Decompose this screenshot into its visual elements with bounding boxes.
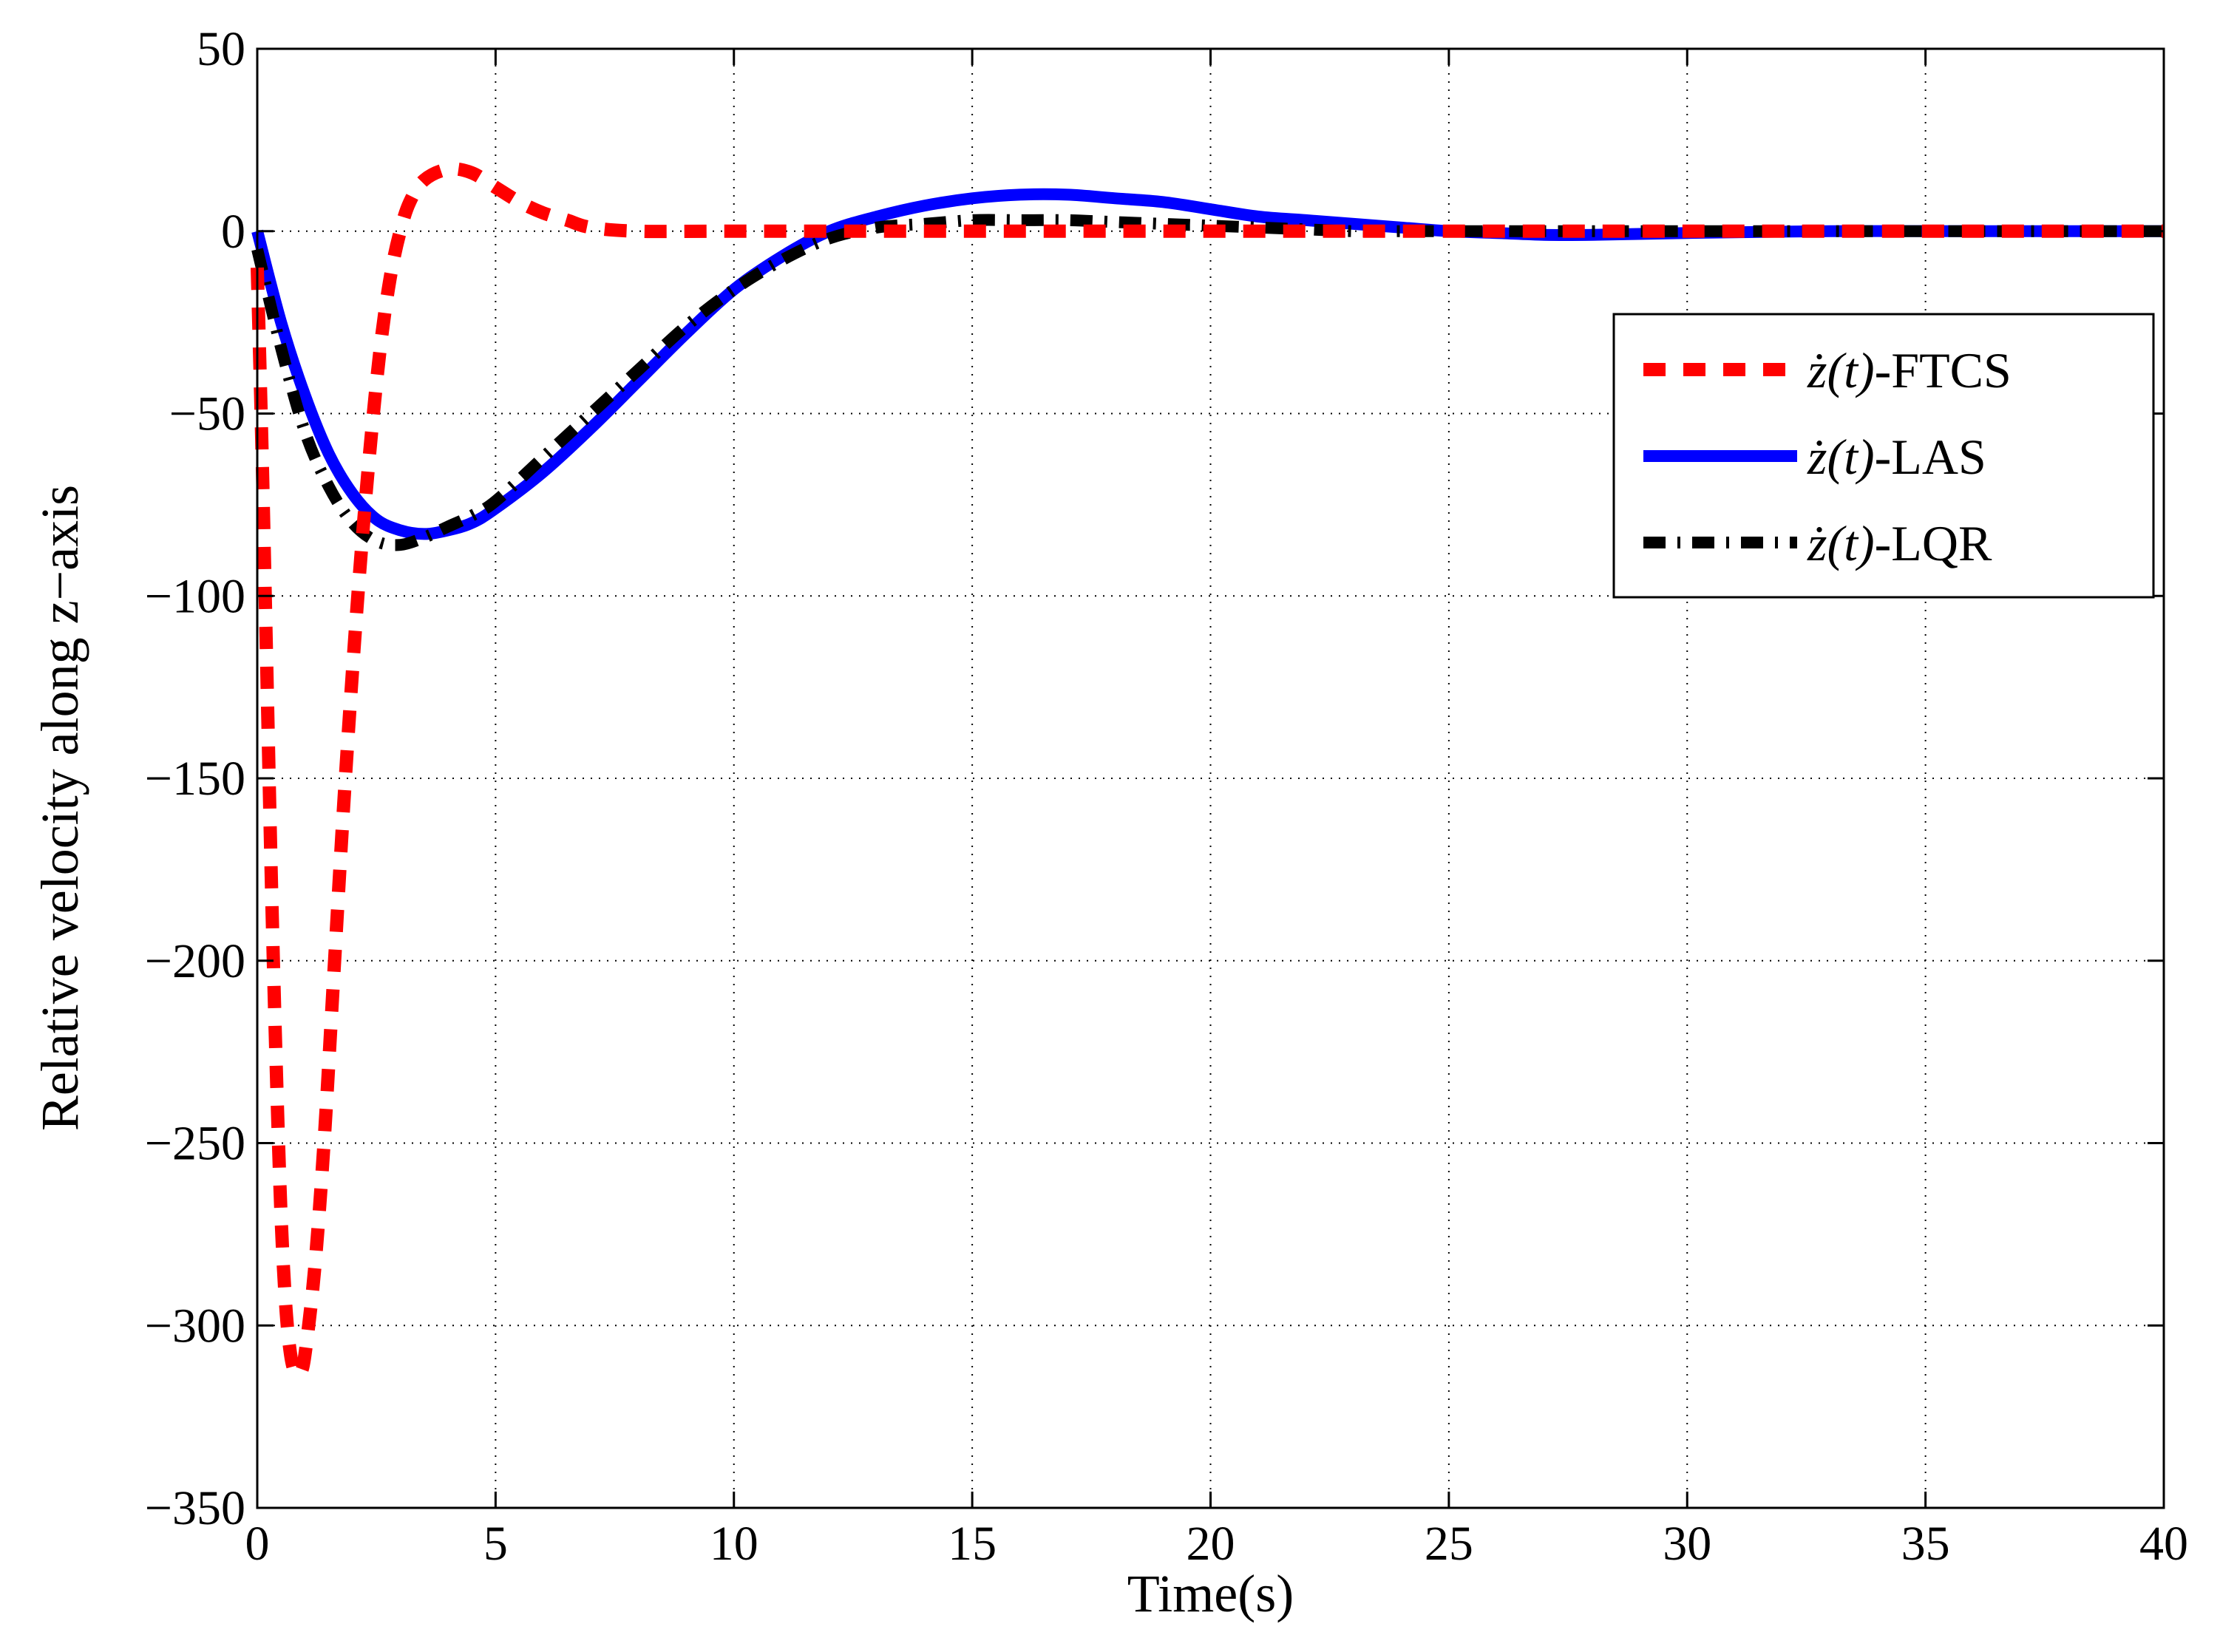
x-tick-label: 10 — [710, 1517, 758, 1571]
legend-item: ż(t)-FTCS — [1643, 342, 2012, 398]
y-tick-label: −50 — [169, 387, 245, 441]
x-tick-label: 0 — [245, 1517, 270, 1571]
y-tick-label: 0 — [221, 205, 245, 259]
y-tick-label: −200 — [145, 934, 245, 988]
x-axis-label: Time(s) — [1127, 1564, 1294, 1623]
y-tick-label: −150 — [145, 752, 245, 806]
legend-variable: ż(t) — [1807, 515, 1875, 571]
x-tick-label: 25 — [1425, 1517, 1473, 1571]
legend-method: -LQR — [1875, 515, 1992, 571]
x-tick-label: 40 — [2139, 1517, 2188, 1571]
x-tick-label: 20 — [1187, 1517, 1235, 1571]
series-line-ftcs — [251, 162, 2164, 1382]
axis-ticks — [256, 47, 2165, 1509]
legend-label: ż(t)-FTCS — [1807, 342, 2012, 398]
y-tick-label: 50 — [197, 22, 245, 76]
y-tick-label: −250 — [145, 1117, 245, 1171]
x-tick-label: 5 — [483, 1517, 508, 1571]
legend-label: ż(t)-LQR — [1807, 515, 1992, 571]
legend-item: ż(t)-LAS — [1643, 429, 1986, 485]
x-tick-label: 35 — [1901, 1517, 1950, 1571]
series-line-lqr — [251, 214, 2164, 551]
y-tick-label: −350 — [145, 1481, 245, 1535]
plot-series — [251, 162, 2164, 1382]
y-axis-label: Relative velocity along z−axis — [30, 485, 89, 1131]
x-tick-label: 15 — [948, 1517, 997, 1571]
legend-method: -FTCS — [1875, 342, 2012, 398]
legend-method: -LAS — [1875, 429, 1986, 485]
tick-labels: 0 5 10 15 20 25 30 35 40 50 0 −50 −100 −150 −200 −250 −3… — [145, 22, 2188, 1571]
legend-variable: ż(t) — [1807, 342, 1875, 398]
legend-label: ż(t)-LAS — [1807, 429, 1986, 485]
grid — [257, 49, 2164, 1508]
y-tick-label: −100 — [145, 569, 245, 623]
y-tick-label: −300 — [145, 1299, 245, 1353]
x-tick-label: 30 — [1663, 1517, 1711, 1571]
legend-variable: ż(t) — [1807, 429, 1875, 485]
legend-item: ż(t)-LQR — [1643, 515, 1992, 571]
